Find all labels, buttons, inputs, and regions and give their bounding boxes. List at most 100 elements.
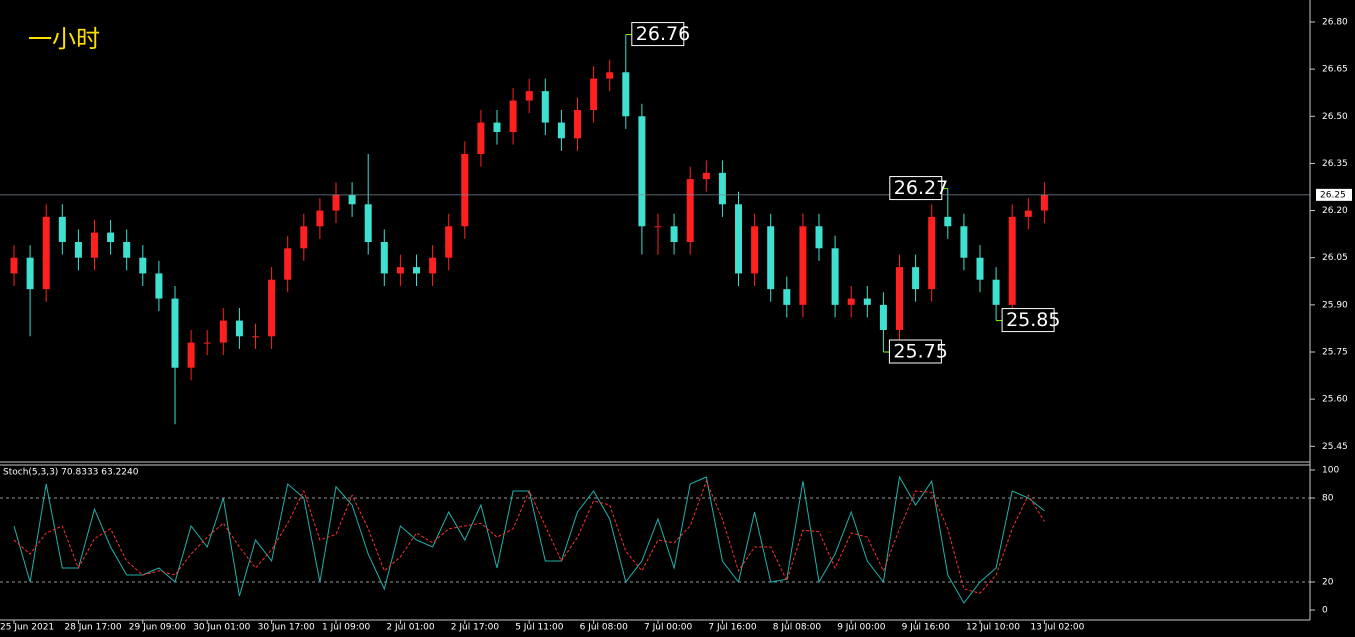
x-tick-label: 9 Jul 00:00 <box>837 623 886 633</box>
stoch-line <box>13 479 1045 594</box>
candle-body <box>445 226 453 258</box>
candle-body <box>815 226 823 249</box>
candle-body <box>1040 194 1048 211</box>
candle-body <box>219 320 227 343</box>
annotation: 26.76 <box>636 23 690 45</box>
candle-body <box>670 226 678 242</box>
candle-body <box>847 298 855 305</box>
candle-body <box>123 242 131 258</box>
candle-body <box>896 267 903 330</box>
y-tick-label: 25.45 <box>1322 442 1348 452</box>
x-tick-label: 2 Jul 01:00 <box>386 623 435 633</box>
candle-body <box>783 289 791 305</box>
x-tick-label: 12 Jul 10:00 <box>966 623 1020 633</box>
x-tick-label: 13 Jul 02:00 <box>1030 623 1084 633</box>
candle-body <box>654 226 662 228</box>
x-tick-label: 9 Jul 16:00 <box>902 623 951 633</box>
annotation-box <box>888 339 942 364</box>
y-tick-label: 20 <box>1322 578 1334 588</box>
y-tick-label: 80 <box>1322 494 1334 504</box>
candle-body <box>557 122 565 139</box>
candle-body <box>316 210 324 227</box>
candle-body <box>735 204 742 274</box>
candle-body <box>541 91 549 123</box>
candle-body <box>1024 210 1032 217</box>
x-tick-label: 30 Jun 17:00 <box>258 623 315 633</box>
candle-body <box>252 336 259 338</box>
stoch-line <box>13 475 1045 604</box>
x-tick-label: 5 Jul 11:00 <box>515 623 564 633</box>
candle-body <box>155 273 163 299</box>
candle-body <box>332 194 340 211</box>
candle-body <box>58 216 66 242</box>
candle-body <box>928 216 936 290</box>
candle-body <box>718 172 726 205</box>
candle-body <box>960 226 968 258</box>
x-tick-label: 2 Jul 17:00 <box>451 623 500 633</box>
y-tick-label: 26.20 <box>1322 206 1348 216</box>
y-tick-label: 26.80 <box>1322 18 1348 28</box>
candle-body <box>912 267 920 290</box>
candle-body <box>26 257 34 290</box>
candle-body <box>396 267 404 274</box>
candle-body <box>171 298 179 368</box>
candle-body <box>751 226 759 274</box>
candle-body <box>364 204 372 242</box>
candle-body <box>429 257 437 274</box>
candle-body <box>91 232 98 258</box>
candle-body <box>187 342 195 368</box>
y-tick-label: 26.35 <box>1322 159 1348 169</box>
candle-body <box>702 172 710 180</box>
candle-body <box>992 279 1000 305</box>
candle-body <box>348 194 356 205</box>
y-tick-label: 25.60 <box>1322 395 1348 405</box>
candle-body <box>203 342 211 344</box>
y-tick-label: 26.05 <box>1322 253 1348 263</box>
candle-body <box>831 248 839 305</box>
chart-title: 一小时 <box>28 25 100 53</box>
candle-body <box>686 179 694 242</box>
candle-body <box>574 110 581 139</box>
x-tick-label: 30 Jun 01:00 <box>193 623 250 633</box>
candle-body <box>767 226 775 290</box>
y-tick-label: 26.50 <box>1322 112 1348 122</box>
candle-body <box>509 100 517 132</box>
candle-body <box>590 78 598 110</box>
candle-body <box>300 226 308 249</box>
candle-body <box>863 298 871 305</box>
candle-body <box>976 257 984 280</box>
price-box <box>1316 188 1352 201</box>
candle-body <box>638 116 646 227</box>
candle-body <box>622 72 630 117</box>
annotation: 25.75 <box>893 341 947 363</box>
x-tick-label: 7 Jul 00:00 <box>644 623 693 633</box>
candle-body <box>525 91 533 101</box>
candle-body <box>944 216 952 227</box>
candle-body <box>107 232 115 242</box>
x-tick-label: 7 Jul 16:00 <box>708 623 757 633</box>
x-tick-label: 28 Jun 17:00 <box>64 623 121 633</box>
x-tick-label: 6 Jul 08:00 <box>580 623 629 633</box>
annotation-box <box>631 22 685 47</box>
candle-body <box>42 216 50 290</box>
candle-body <box>268 279 276 337</box>
y-tick-label: 26.65 <box>1322 65 1348 75</box>
annotation: 26.27 <box>894 177 948 199</box>
candle-body <box>461 154 469 227</box>
candle-body <box>74 242 82 258</box>
annotation-box <box>889 176 943 201</box>
y-tick-label: 25.75 <box>1322 348 1348 358</box>
candle-body <box>413 267 420 274</box>
x-tick-label: 25 Jun 2021 <box>0 623 54 633</box>
candle-body <box>284 248 292 280</box>
y-tick-label: 25.90 <box>1322 300 1348 310</box>
candle-body <box>493 122 501 132</box>
candle-body <box>139 257 147 274</box>
price-label: 26.25 <box>1320 190 1346 200</box>
y-tick-label: 100 <box>1322 466 1339 476</box>
candle-body <box>10 257 18 274</box>
indicator-label: Stoch(5,3,3) 70.8333 63.2240 <box>3 468 139 478</box>
candle-body <box>799 226 807 305</box>
